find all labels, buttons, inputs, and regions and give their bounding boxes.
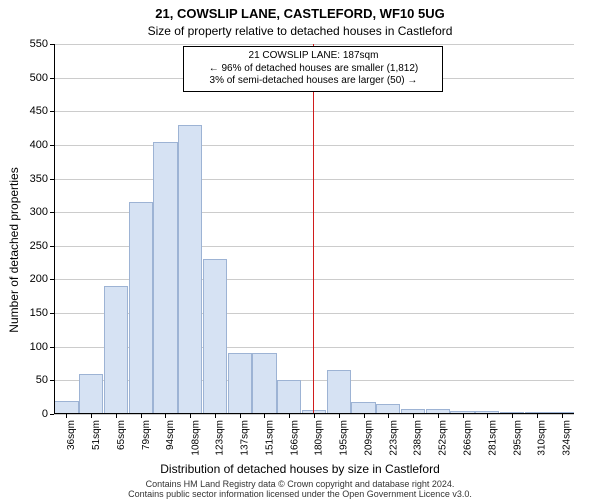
y-tick-mark [50,179,54,180]
x-tick-label: 209sqm [364,420,375,456]
histogram-bar [178,125,202,414]
x-tick-label: 51sqm [91,420,102,450]
annotation-box: 21 COWSLIP LANE: 187sqm← 96% of detached… [183,46,443,92]
x-tick-mark [215,414,216,418]
y-tick-mark [50,380,54,381]
chart-title: 21, COWSLIP LANE, CASTLEFORD, WF10 5UG [0,6,600,21]
annotation-line: ← 96% of detached houses are smaller (1,… [190,63,436,76]
y-tick-label: 450 [0,105,48,117]
histogram-bar [228,353,252,414]
x-tick-label: 166sqm [289,420,300,456]
y-tick-mark [50,212,54,213]
x-tick-mark [190,414,191,418]
histogram-bar [327,370,351,414]
y-tick-mark [50,279,54,280]
y-tick-label: 50 [0,374,48,386]
histogram-bar [54,401,78,414]
histogram-bar [79,374,103,414]
x-tick-label: 223sqm [388,420,399,456]
histogram-bar [203,259,227,414]
y-tick-label: 100 [0,341,48,353]
x-tick-mark [116,414,117,418]
x-tick-mark [91,414,92,418]
x-tick-label: 123sqm [215,420,226,456]
x-tick-mark [438,414,439,418]
y-tick-mark [50,414,54,415]
x-tick-mark [512,414,513,418]
y-tick-label: 200 [0,273,48,285]
y-tick-mark [50,111,54,112]
y-axis-line [54,44,55,414]
x-tick-label: 36sqm [66,420,77,450]
histogram-bar [277,380,301,414]
y-tick-label: 300 [0,206,48,218]
x-tick-label: 324sqm [562,420,573,456]
histogram-bar [104,286,128,414]
x-tick-mark [388,414,389,418]
x-tick-mark [537,414,538,418]
x-tick-mark [339,414,340,418]
x-tick-mark [364,414,365,418]
annotation-line: 21 COWSLIP LANE: 187sqm [190,50,436,63]
y-tick-mark [50,313,54,314]
y-tick-mark [50,246,54,247]
histogram-bar [252,353,276,414]
y-tick-mark [50,145,54,146]
plot-area: 21 COWSLIP LANE: 187sqm← 96% of detached… [54,44,574,414]
x-tick-label: 137sqm [240,420,251,456]
y-tick-label: 500 [0,72,48,84]
x-tick-mark [463,414,464,418]
x-tick-label: 180sqm [314,420,325,456]
y-tick-label: 550 [0,38,48,50]
x-tick-label: 151sqm [264,420,275,456]
x-tick-mark [289,414,290,418]
x-tick-label: 252sqm [438,420,449,456]
x-tick-mark [314,414,315,418]
y-tick-label: 150 [0,307,48,319]
x-tick-label: 108sqm [190,420,201,456]
y-tick-label: 350 [0,173,48,185]
reference-line [313,44,314,414]
x-tick-mark [487,414,488,418]
histogram-bar [129,202,153,414]
y-tick-mark [50,78,54,79]
y-tick-label: 250 [0,240,48,252]
y-tick-mark [50,44,54,45]
annotation-line: 3% of semi-detached houses are larger (5… [190,75,436,88]
y-tick-label: 400 [0,139,48,151]
x-tick-mark [141,414,142,418]
x-tick-mark [413,414,414,418]
x-tick-label: 65sqm [116,420,127,450]
x-tick-label: 195sqm [339,420,350,456]
credit-line-1: Contains HM Land Registry data © Crown c… [146,479,455,489]
x-tick-label: 295sqm [512,420,523,456]
x-tick-label: 310sqm [537,420,548,456]
chart-subtitle: Size of property relative to detached ho… [0,24,600,38]
x-tick-mark [562,414,563,418]
x-axis-label: Distribution of detached houses by size … [0,462,600,476]
histogram-bar [153,142,177,414]
x-tick-label: 94sqm [165,420,176,450]
x-tick-mark [165,414,166,418]
x-tick-label: 266sqm [463,420,474,456]
x-tick-label: 281sqm [487,420,498,456]
x-tick-mark [264,414,265,418]
chart-root: 21, COWSLIP LANE, CASTLEFORD, WF10 5UG S… [0,0,600,500]
credit-text: Contains HM Land Registry data © Crown c… [0,480,600,500]
x-tick-label: 79sqm [141,420,152,450]
x-tick-mark [240,414,241,418]
credit-line-2: Contains public sector information licen… [128,489,472,499]
y-tick-mark [50,347,54,348]
x-tick-mark [66,414,67,418]
y-tick-label: 0 [0,408,48,420]
x-tick-label: 238sqm [413,420,424,456]
